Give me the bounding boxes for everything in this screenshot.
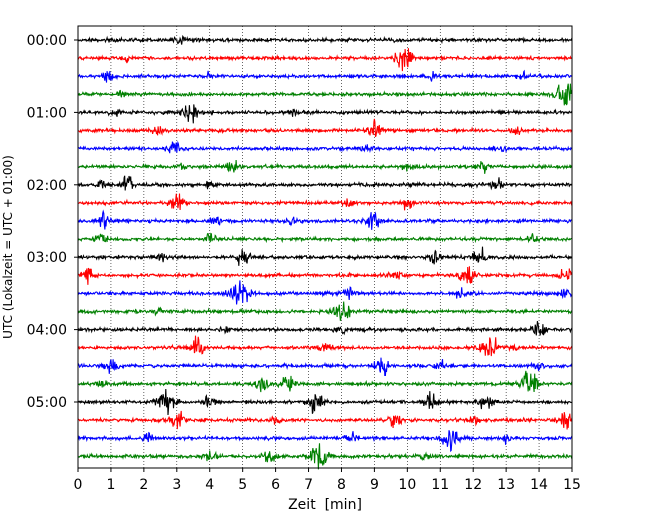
trace-0045: [78, 83, 573, 106]
plot-frame: [77, 25, 573, 469]
trace-0000: [77, 34, 573, 45]
trace-0515: [77, 410, 573, 430]
y-tick-label-3: 03:00: [27, 250, 67, 266]
trace-0245: [77, 232, 573, 244]
x-tick-label-1: 1: [106, 477, 115, 493]
x-tick-label-14: 14: [530, 477, 548, 493]
trace-0145: [77, 159, 573, 174]
y-axis-label: UTC (Lokalzeit = UTC + 01:00): [1, 155, 15, 339]
trace-0530: [77, 430, 573, 453]
trace-0030: [77, 69, 573, 83]
x-tick-label-5: 5: [238, 477, 247, 493]
trace-0215: [77, 193, 573, 211]
x-tick-label-15: 15: [563, 477, 581, 493]
x-tick-label-12: 12: [464, 477, 482, 493]
y-tick-label-5: 05:00: [27, 395, 67, 411]
trace-0230: [77, 209, 573, 230]
trace-0445: [77, 370, 573, 393]
trace-0130: [77, 140, 573, 154]
x-axis-label: Zeit [min]: [288, 497, 362, 513]
x-tick-label-2: 2: [139, 477, 148, 493]
x-tick-label-11: 11: [431, 477, 449, 493]
x-tick-label-10: 10: [398, 477, 416, 493]
trace-0015: [77, 48, 573, 72]
y-axis-ticks: 00:00 01:00 02:00 03:00 04:00 05:00: [27, 33, 78, 411]
x-tick-label-13: 13: [497, 477, 515, 493]
y-tick-label-0: 00:00: [27, 33, 67, 49]
trace-0315: [77, 266, 573, 285]
seismic-traces: [77, 34, 573, 470]
x-tick-label-6: 6: [271, 477, 280, 493]
x-axis-ticks: 0 1 2 3 4 5 6 7 8 9 10 11 12 13 14 15: [74, 468, 581, 493]
y-tick-label-2: 02:00: [27, 178, 67, 194]
trace-0345: [77, 301, 573, 321]
x-tick-label-8: 8: [337, 477, 346, 493]
trace-0500: [77, 388, 573, 416]
y-tick-label-4: 04:00: [27, 323, 67, 339]
x-tick-label-4: 4: [205, 477, 214, 493]
x-tick-label-9: 9: [370, 477, 379, 493]
trace-0415: [77, 335, 573, 357]
trace-0430: [77, 357, 573, 377]
trace-0330: [77, 280, 573, 305]
x-tick-label-7: 7: [304, 477, 313, 493]
x-tick-label-3: 3: [172, 477, 181, 493]
x-tick-label-0: 0: [74, 477, 83, 493]
trace-0300: [77, 246, 572, 266]
trace-0100: [77, 104, 573, 124]
y-tick-label-1: 01:00: [27, 105, 67, 121]
trace-0545: [77, 443, 573, 470]
trace-0400: [77, 320, 573, 336]
trace-0200: [77, 175, 573, 191]
trace-0115: [77, 118, 573, 138]
